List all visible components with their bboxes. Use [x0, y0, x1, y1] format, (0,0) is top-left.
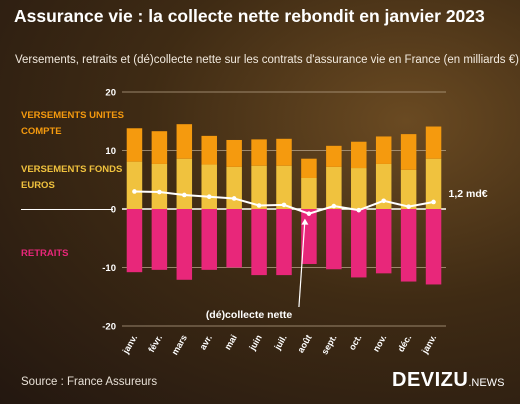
legend-unites-compte: VERSEMENTS UNITES COMPTE — [21, 110, 124, 137]
bar-fonds-euros — [351, 168, 367, 209]
x-tick-label: mai — [222, 333, 238, 351]
net-point — [406, 204, 411, 209]
legend-fonds-euros: VERSEMENTS FONDS EUROS — [21, 164, 123, 191]
bar-unites-compte — [276, 138, 292, 166]
bar-retraits — [151, 209, 168, 270]
bar-fonds-euros — [201, 164, 217, 209]
brand-suffix: .NEWS — [468, 377, 505, 389]
bar-retraits — [126, 209, 143, 273]
y-tick-label: -10 — [102, 263, 116, 274]
net-point — [331, 203, 337, 209]
brand-name: DEVIZU — [392, 369, 469, 391]
net-point — [231, 196, 237, 201]
bar-unites-compte — [301, 158, 317, 178]
bar-fonds-euros — [151, 163, 168, 209]
x-tick-label: oct. — [347, 333, 364, 352]
bar-unites-compte — [176, 124, 193, 159]
bar-retraits — [351, 209, 367, 278]
annotation-net-label: (dé)collecte nette — [206, 309, 293, 321]
x-tick-label: juil. — [272, 333, 289, 352]
bar-fonds-euros — [326, 166, 342, 209]
bar-retraits — [400, 209, 417, 282]
net-point — [431, 199, 436, 205]
y-tick-label: 10 — [105, 146, 116, 157]
brand-logo: DEVIZU.NEWS — [392, 369, 504, 392]
bar-unites-compte — [226, 139, 242, 167]
net-point — [182, 192, 187, 198]
bar-fonds-euros — [375, 163, 392, 209]
y-tick-label: 20 — [105, 88, 116, 99]
net-point — [306, 211, 312, 216]
x-tick-label: janv. — [120, 333, 139, 356]
bar-fonds-euros — [301, 177, 317, 209]
x-tick-label: juin — [247, 333, 264, 353]
bar-retraits — [251, 209, 267, 276]
source-note: Source : France Assureurs — [21, 376, 158, 388]
bar-unites-compte — [400, 134, 417, 170]
legend-divider — [21, 209, 113, 210]
bar-retraits — [176, 209, 193, 280]
bar-fonds-euros — [176, 158, 193, 209]
net-point — [381, 198, 386, 204]
x-tick-label: déc. — [396, 333, 414, 354]
bar-retraits — [326, 209, 342, 270]
bar-unites-compte — [151, 131, 168, 164]
bar-unites-compte — [425, 126, 442, 159]
bar-unites-compte — [201, 135, 217, 165]
net-point — [157, 189, 162, 195]
bar-fonds-euros — [400, 169, 417, 209]
annotation-arrow — [298, 219, 306, 308]
x-tick-label: févr. — [146, 333, 164, 354]
x-tick-label: août — [295, 333, 313, 354]
net-point — [256, 203, 262, 208]
x-tick-label: janv. — [419, 333, 438, 356]
bar-retraits — [425, 209, 442, 285]
bar-unites-compte — [326, 145, 342, 167]
net-line-layer — [132, 189, 436, 216]
net-point — [281, 202, 287, 208]
y-tick-label: -20 — [102, 322, 116, 333]
net-point — [206, 194, 212, 200]
bar-fonds-euros — [425, 158, 442, 209]
y-tick-label: 0 — [111, 205, 116, 216]
bar-retraits — [201, 209, 217, 270]
bar-fonds-euros — [226, 166, 242, 209]
net-point — [356, 207, 362, 213]
x-tick-label: nov. — [371, 333, 389, 353]
bar-layer — [126, 124, 442, 285]
bar-fonds-euros — [251, 165, 267, 209]
annotation-arrowhead — [301, 218, 309, 225]
bar-unites-compte — [351, 141, 367, 169]
bar-unites-compte — [375, 136, 392, 164]
bar-retraits — [276, 209, 292, 276]
x-tick-label: sept. — [319, 333, 338, 356]
x-tick-label: avr. — [198, 333, 214, 351]
bar-retraits — [375, 209, 392, 274]
bar-fonds-euros — [276, 165, 292, 209]
net-point — [132, 189, 137, 194]
bar-fonds-euros — [126, 161, 143, 209]
annotation-last-value: 1,2 md€ — [449, 188, 488, 200]
chart-title: Assurance vie : la collecte nette rebond… — [14, 6, 485, 26]
x-tick-label: mars — [170, 333, 189, 357]
bar-retraits — [226, 209, 242, 268]
legend-retraits: RETRAITS — [21, 248, 69, 259]
bar-unites-compte — [126, 128, 143, 162]
annotation-layer: (dé)collecte nette 1,2 md€ — [206, 188, 488, 321]
chart-subtitle: Versements, retraits et (dé)collecte net… — [15, 54, 519, 66]
bar-unites-compte — [251, 139, 267, 166]
